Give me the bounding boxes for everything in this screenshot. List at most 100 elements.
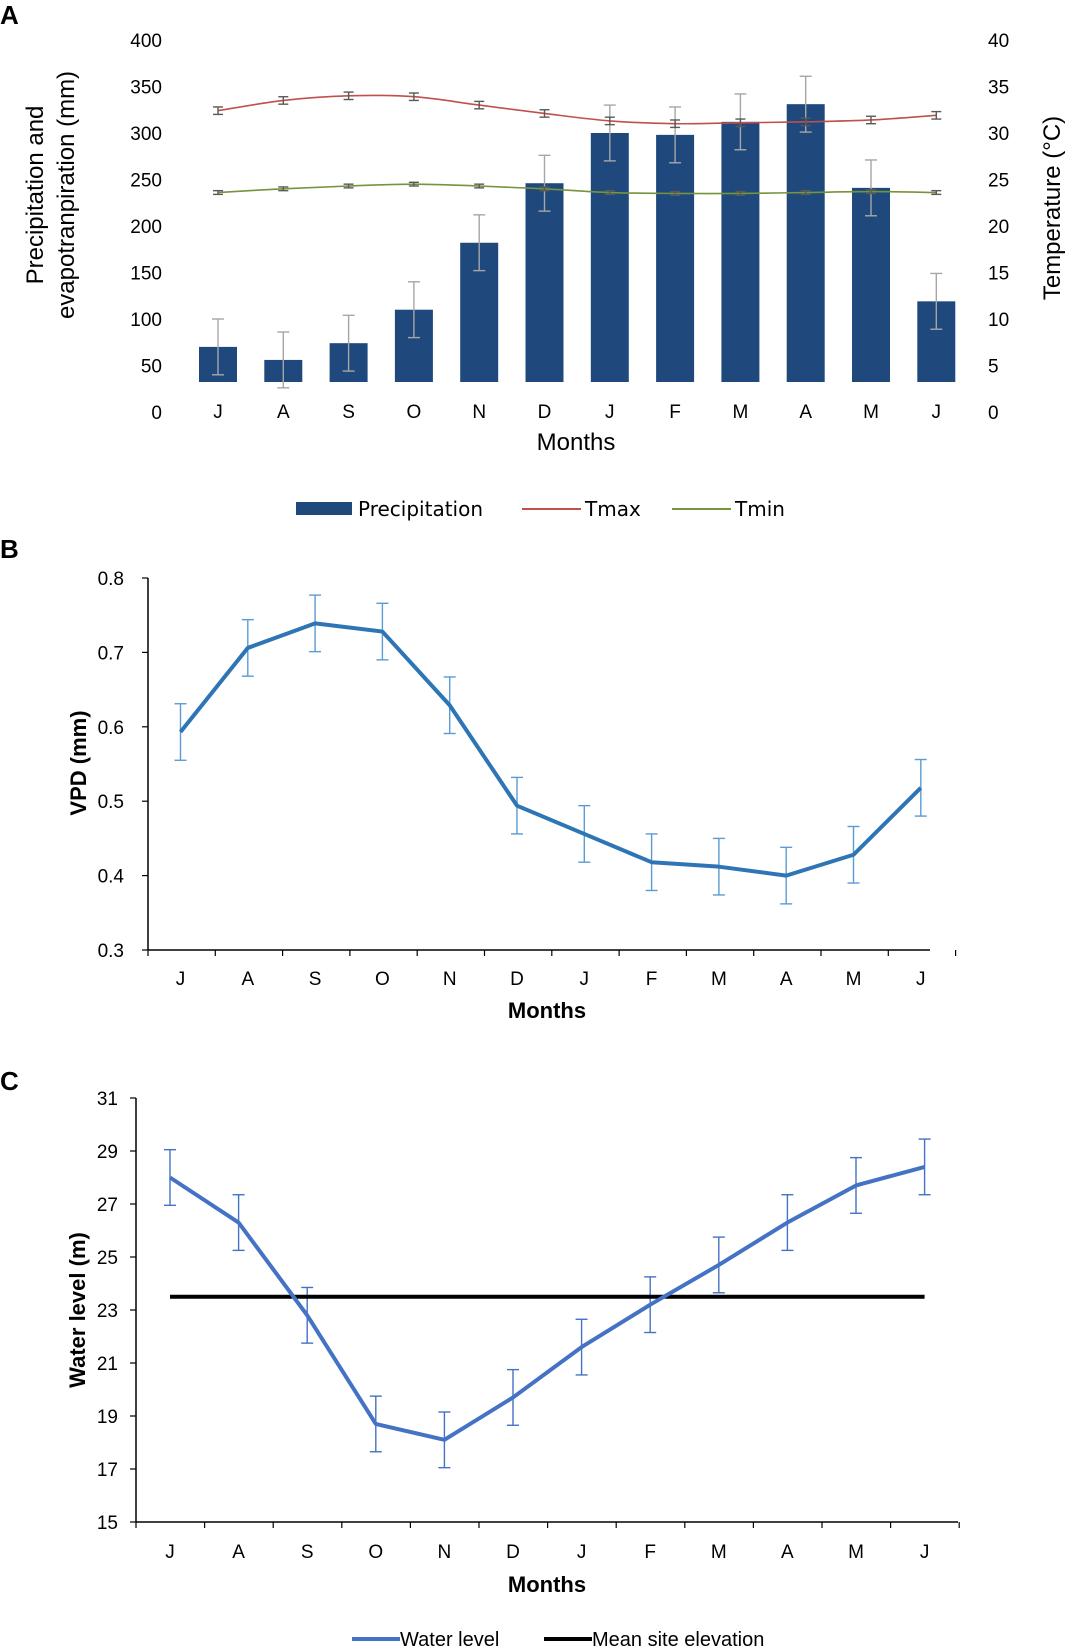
x-tick-label: J	[165, 1542, 175, 1563]
x-tick-label: A	[799, 402, 812, 423]
x-tick-label: F	[669, 402, 681, 423]
x-tick-label: A	[781, 1542, 794, 1563]
x-tick-label: J	[916, 969, 926, 990]
y-tick-label: 250	[130, 171, 162, 192]
legend-swatch-precipitation	[296, 502, 352, 515]
panel-a-y2-axis-title: Temperature (°C)	[1039, 116, 1066, 300]
legend-label-tmax: Tmax	[584, 497, 641, 521]
y-tick-label: 0.8	[98, 569, 124, 590]
x-tick-label: N	[443, 969, 457, 990]
tmax-line	[217, 94, 937, 125]
panel-c: C Water level (m) Months 15 17 19 21 23 25 27 2…	[0, 1066, 960, 1648]
y-tick-label: 23	[97, 1301, 118, 1322]
y-tick-label: 300	[130, 124, 162, 145]
legend-label-water-level: Water level	[400, 1629, 499, 1648]
tmin-line	[217, 183, 937, 195]
y2-tick-label: 40	[988, 31, 1009, 52]
x-tick-label: O	[407, 402, 422, 423]
x-tick-label: M	[848, 1542, 864, 1563]
y2-tick-label: 30	[988, 124, 1009, 145]
y-tick-label: 150	[130, 264, 162, 285]
x-tick-label: A	[277, 402, 290, 423]
panel-b-label: B	[0, 534, 19, 564]
panel-a-legend: Precipitation Tmax Tmin	[296, 497, 785, 521]
x-tick-label: J	[213, 402, 223, 423]
x-tick-label: F	[646, 969, 658, 990]
precipitation-bar	[590, 133, 629, 382]
x-tick-label: J	[577, 1542, 587, 1563]
x-tick-label: D	[538, 402, 552, 423]
x-tick-label: S	[309, 969, 322, 990]
x-tick-label: J	[605, 402, 615, 423]
x-tick-label: M	[846, 969, 862, 990]
x-tick-label: A	[780, 969, 793, 990]
precipitation-bar	[852, 187, 890, 382]
y-tick-label: 17	[97, 1460, 118, 1481]
panel-c-label: C	[0, 1066, 19, 1096]
x-tick-label: M	[711, 1542, 727, 1563]
y2-tick-label: 35	[988, 78, 1009, 99]
panel-b: B VPD (mm) Months 0.3 0.4 0.5 0.6 0.7 0.8 J A S…	[0, 534, 957, 1023]
y2-tick-label: 0	[988, 403, 999, 424]
y-tick-label: 0.4	[98, 867, 125, 888]
y-tick-label: 0.6	[98, 718, 124, 739]
x-tick-label: J	[176, 969, 186, 990]
x-tick-label: O	[368, 1542, 383, 1563]
y-tick-label: 19	[97, 1407, 118, 1428]
panel-c-y-axis-title: Water level (m)	[65, 1232, 90, 1388]
y-tick-label: 200	[130, 217, 162, 238]
x-tick-label: M	[732, 402, 748, 423]
y2-tick-label: 5	[988, 357, 999, 378]
y2-tick-label: 15	[988, 264, 1009, 285]
x-tick-label: S	[301, 1542, 314, 1563]
y-tick-label: 100	[130, 310, 162, 331]
y-tick-label: 0.5	[98, 792, 124, 813]
legend-label-precipitation: Precipitation	[358, 497, 483, 521]
x-tick-label: F	[644, 1542, 656, 1563]
y-tick-label: 29	[97, 1142, 118, 1163]
y-tick-label: 27	[97, 1195, 118, 1216]
y-tick-label: 0.7	[98, 643, 124, 664]
x-tick-label: M	[863, 402, 879, 423]
panel-a: A Precipitation and evapotranpiration (m…	[0, 0, 1066, 521]
x-tick-label: A	[241, 969, 254, 990]
y-tick-label: 0.3	[98, 941, 124, 962]
x-tick-label: M	[711, 969, 727, 990]
y2-tick-label: 25	[988, 171, 1009, 192]
legend-label-tmin: Tmin	[734, 497, 785, 521]
x-tick-label: J	[932, 402, 942, 423]
y-tick-label: 21	[97, 1354, 118, 1375]
x-tick-label: N	[438, 1542, 452, 1563]
y-tick-label: 15	[97, 1513, 118, 1534]
precipitation-bar	[786, 104, 825, 383]
precipitation-bar	[721, 121, 760, 382]
y-tick-label: 25	[97, 1248, 118, 1269]
x-tick-label: O	[375, 969, 390, 990]
panel-a-label: A	[0, 0, 19, 30]
panel-a-y-axis-title-line1: Precipitation and	[22, 106, 49, 285]
y-tick-label: 350	[130, 78, 162, 99]
panel-c-legend: Water level Mean site elevation	[352, 1629, 764, 1648]
panel-b-x-axis-title: Months	[508, 998, 586, 1023]
water-level-line	[168, 1164, 926, 1442]
precipitation-bar	[656, 134, 695, 382]
x-tick-label: A	[232, 1542, 245, 1563]
x-tick-label: J	[920, 1542, 930, 1563]
x-tick-label: N	[472, 402, 486, 423]
x-tick-label: D	[510, 969, 524, 990]
x-tick-label: D	[506, 1542, 520, 1563]
y2-tick-label: 20	[988, 217, 1009, 238]
panel-a-y-axis-title-line2: evapotranpiration (mm)	[53, 71, 80, 319]
y-tick-label: 50	[141, 357, 162, 378]
panel-b-y-axis-title: VPD (mm)	[66, 710, 91, 815]
x-tick-label: S	[342, 402, 355, 423]
y-tick-label: 31	[97, 1089, 118, 1110]
y-tick-label: 400	[130, 31, 162, 52]
vpd-line	[178, 621, 923, 878]
y-tick-label: 0	[151, 403, 162, 424]
precipitation-bar	[525, 183, 564, 382]
x-tick-label: J	[580, 969, 590, 990]
panel-a-x-axis-title: Months	[537, 429, 616, 456]
y2-tick-label: 10	[988, 310, 1009, 331]
